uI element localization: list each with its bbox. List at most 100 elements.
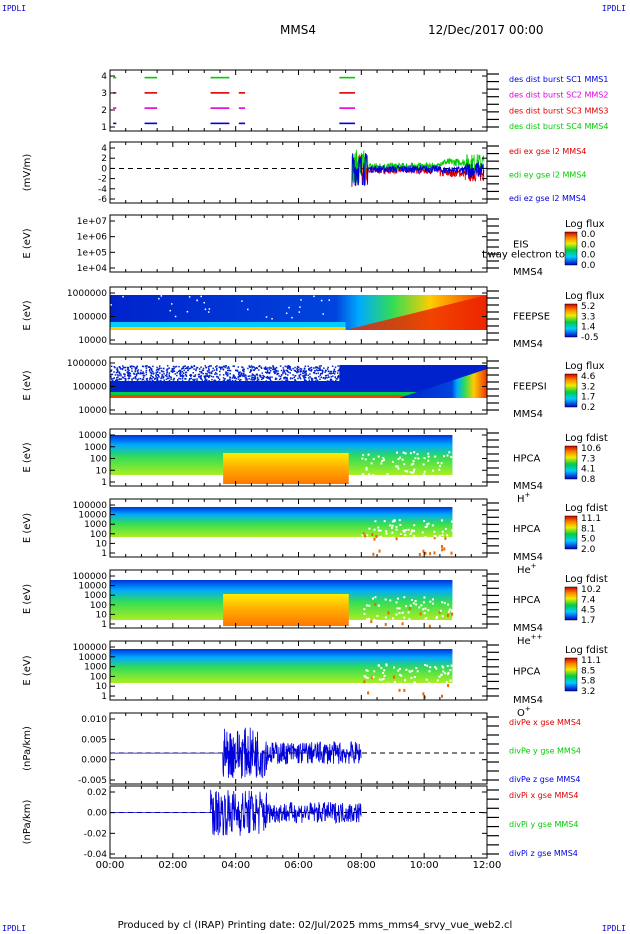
hpca-hot-spot bbox=[441, 548, 444, 552]
y-tick-label: -0.04 bbox=[84, 850, 108, 860]
feepsi-speckle bbox=[122, 377, 125, 379]
hpca-gap bbox=[407, 611, 410, 614]
hpca-hot-spot bbox=[370, 620, 373, 624]
feepsi-speckle bbox=[267, 372, 270, 374]
feepsi-speckle bbox=[179, 370, 182, 372]
feepsi-speckle bbox=[137, 371, 139, 374]
y-tick-label: 10 bbox=[96, 610, 108, 620]
feepsi-speckle bbox=[260, 367, 263, 370]
spacecraft-label: MMS4 bbox=[513, 409, 543, 420]
feepsi-speckle bbox=[142, 371, 144, 373]
hpca-gap bbox=[399, 667, 402, 670]
feepsi-speckle bbox=[188, 367, 191, 370]
hpca-gap bbox=[393, 666, 396, 669]
feepsi-speckle bbox=[169, 376, 172, 378]
hpca-gap bbox=[377, 664, 380, 667]
feepsi-speckle bbox=[204, 377, 206, 379]
feepsi-speckle bbox=[119, 367, 121, 369]
feepsi-speckle bbox=[327, 374, 329, 376]
feepsi-speckle bbox=[316, 366, 318, 368]
feepse-gap bbox=[196, 299, 198, 302]
hpca-gap bbox=[411, 669, 414, 672]
feepsi-speckle bbox=[149, 371, 152, 374]
hpca-gap bbox=[395, 465, 398, 468]
burst-interval bbox=[210, 92, 230, 94]
y-tick-label: -0.02 bbox=[84, 829, 107, 839]
feepsi-speckle bbox=[208, 365, 210, 368]
y-tick-label: 0.005 bbox=[81, 735, 107, 745]
colorbar-tick-label: 5.8 bbox=[581, 677, 596, 687]
feepsi-speckle bbox=[296, 367, 298, 370]
hpca-hot-spot bbox=[447, 684, 450, 688]
hpca-gap bbox=[406, 470, 409, 473]
hpca-gap bbox=[412, 460, 415, 463]
feepse-gap bbox=[160, 295, 163, 297]
corner-label-bottom-right: IPDLI bbox=[601, 924, 626, 933]
hpca-gap bbox=[382, 457, 385, 460]
colorbar-tick-label: 0.0 bbox=[581, 240, 596, 250]
hpca-gap bbox=[395, 601, 398, 604]
feepsi-speckle bbox=[203, 375, 205, 378]
feepsi-speckle bbox=[146, 379, 148, 381]
feepsi-speckle bbox=[121, 368, 124, 371]
feepsi-speckle bbox=[303, 368, 306, 370]
feepsi-speckle bbox=[278, 378, 281, 381]
feepsi-speckle bbox=[252, 365, 254, 368]
feepsi-speckle bbox=[296, 371, 298, 373]
feepsi-speckle bbox=[124, 366, 127, 369]
feepsi-speckle bbox=[337, 370, 339, 372]
feepsi-speckle bbox=[118, 374, 120, 377]
feepsi-speckle bbox=[231, 377, 234, 379]
feepsi-speckle bbox=[162, 377, 165, 379]
hpca-gap bbox=[424, 536, 427, 539]
feepsi-speckle bbox=[216, 373, 218, 375]
y-tick-label: 1000 bbox=[84, 663, 107, 673]
feepsi-speckle bbox=[290, 369, 293, 371]
y-tick-label: 100000 bbox=[73, 572, 108, 582]
feepsi-speckle bbox=[303, 378, 306, 381]
feepsi-speckle bbox=[254, 377, 257, 379]
hpca-gap bbox=[383, 669, 386, 672]
hpca-gap bbox=[383, 458, 386, 461]
hpca-gap bbox=[405, 605, 408, 608]
feepsi-speckle bbox=[253, 369, 255, 372]
colorbar-tick-label: 0.0 bbox=[581, 261, 596, 271]
feepsi-speckle bbox=[185, 375, 188, 377]
feepsi-speckle bbox=[322, 376, 325, 379]
hpca-gap bbox=[421, 531, 424, 534]
spacecraft-label: MMS4 bbox=[513, 695, 543, 706]
y-tick-label: 10000 bbox=[78, 336, 107, 346]
feepsi-speckle bbox=[309, 373, 311, 375]
hpca-gap bbox=[439, 465, 442, 468]
feepsi-speckle bbox=[167, 368, 169, 370]
hpca-gap bbox=[441, 665, 444, 668]
instrument-label: EIS bbox=[513, 240, 529, 251]
x-tick-label: 12:00 bbox=[473, 860, 502, 871]
feepsi-speckle bbox=[116, 376, 118, 379]
colorbar-tick-label: 3.3 bbox=[581, 312, 595, 322]
feepsi-speckle bbox=[190, 377, 192, 380]
feepsi-speckle bbox=[304, 374, 306, 376]
feepsi-speckle bbox=[247, 367, 249, 370]
feepsi-speckle bbox=[298, 368, 300, 371]
feepsi-speckle bbox=[218, 378, 221, 381]
feepsi-speckle bbox=[308, 369, 311, 372]
feepsi-speckle bbox=[248, 378, 250, 380]
feepsi-speckle bbox=[189, 374, 191, 377]
feepsi-speckle bbox=[163, 372, 165, 375]
hpca-gap bbox=[423, 457, 426, 460]
hpca-hot-spot bbox=[433, 536, 436, 540]
feepsi-speckle bbox=[166, 368, 168, 371]
hpca-gap bbox=[446, 665, 449, 668]
feepsi-speckle bbox=[194, 378, 196, 381]
feepsi-speckle bbox=[284, 372, 286, 374]
hpca-hot-spot bbox=[446, 613, 449, 617]
instrument-label: HPCA bbox=[513, 454, 541, 465]
feepsi-speckle bbox=[130, 365, 133, 367]
hpca-gap bbox=[399, 456, 402, 459]
feepsi-speckle bbox=[319, 367, 321, 370]
hpca-gap bbox=[443, 602, 446, 605]
hpca-gap bbox=[388, 619, 391, 622]
feepsi-speckle bbox=[129, 375, 132, 377]
feepsi-speckle bbox=[145, 367, 148, 369]
